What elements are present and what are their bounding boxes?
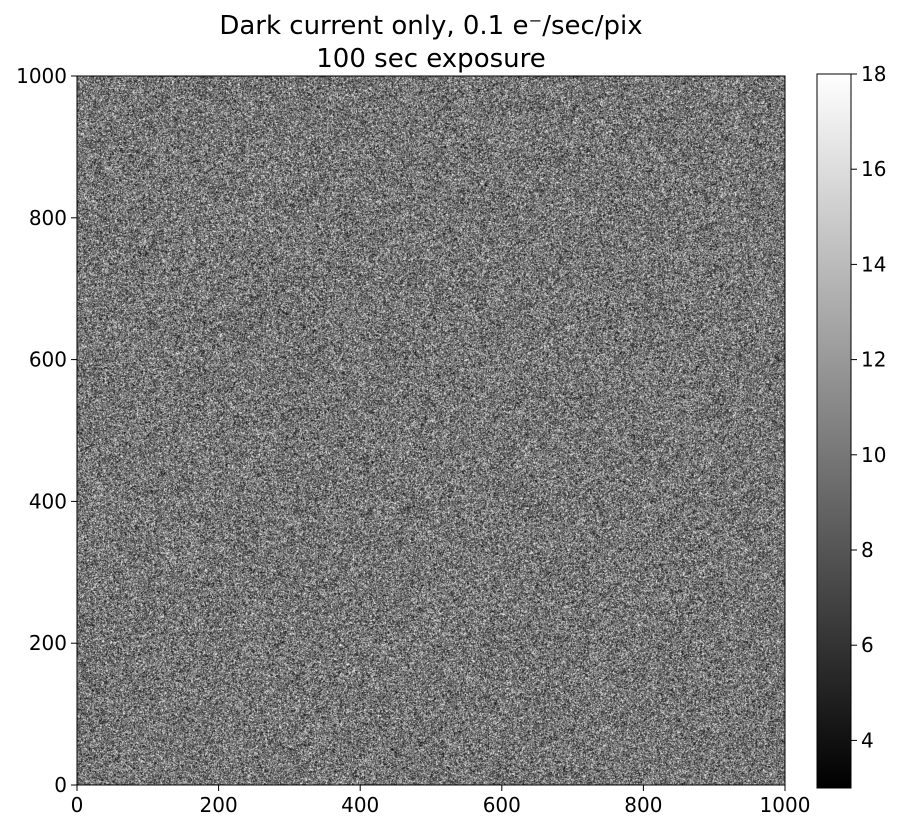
colorbar-tick-label: 8	[861, 538, 874, 562]
noise-image-container	[77, 76, 785, 785]
colorbar-tick-label: 14	[861, 252, 886, 276]
x-tick-label: 1000	[760, 793, 811, 817]
x-tick-label: 200	[200, 793, 238, 817]
plot-frame	[76, 75, 786, 786]
plot-area: 0 200 400 600 800 1000 0 200 400 600 800 1000	[16, 64, 810, 817]
colorbar-tick-label: 12	[861, 348, 886, 372]
colorbar-tick-label: 4	[861, 728, 874, 752]
y-tick-label: 200	[29, 631, 67, 655]
colorbar: 4 6 8 10 12 14 16 18	[816, 62, 886, 789]
y-tick-label: 1000	[16, 64, 67, 88]
y-tick-label: 0	[54, 773, 67, 797]
x-tick-label: 400	[341, 793, 379, 817]
x-tick-label: 800	[624, 793, 662, 817]
x-axis: 0 200 400 600 800 1000	[71, 785, 811, 817]
y-tick-label: 600	[29, 348, 67, 372]
noise-image	[77, 76, 785, 785]
chart-title-line2: 100 sec exposure	[316, 44, 545, 74]
y-axis: 0 200 400 600 800 1000	[16, 64, 77, 797]
colorbar-tick-label: 6	[861, 633, 874, 657]
y-tick-label: 400	[29, 489, 67, 513]
chart-title-line1: Dark current only, 0.1 e⁻/sec/pix	[219, 11, 642, 41]
colorbar-tick-label: 18	[861, 62, 886, 86]
colorbar-tick-label: 10	[861, 443, 886, 467]
y-tick-label: 800	[29, 206, 67, 230]
x-tick-label: 0	[71, 793, 84, 817]
x-tick-label: 600	[483, 793, 521, 817]
colorbar-gradient	[816, 73, 852, 789]
colorbar-ticks: 4 6 8 10 12 14 16 18	[851, 62, 886, 752]
colorbar-tick-label: 16	[861, 157, 886, 181]
